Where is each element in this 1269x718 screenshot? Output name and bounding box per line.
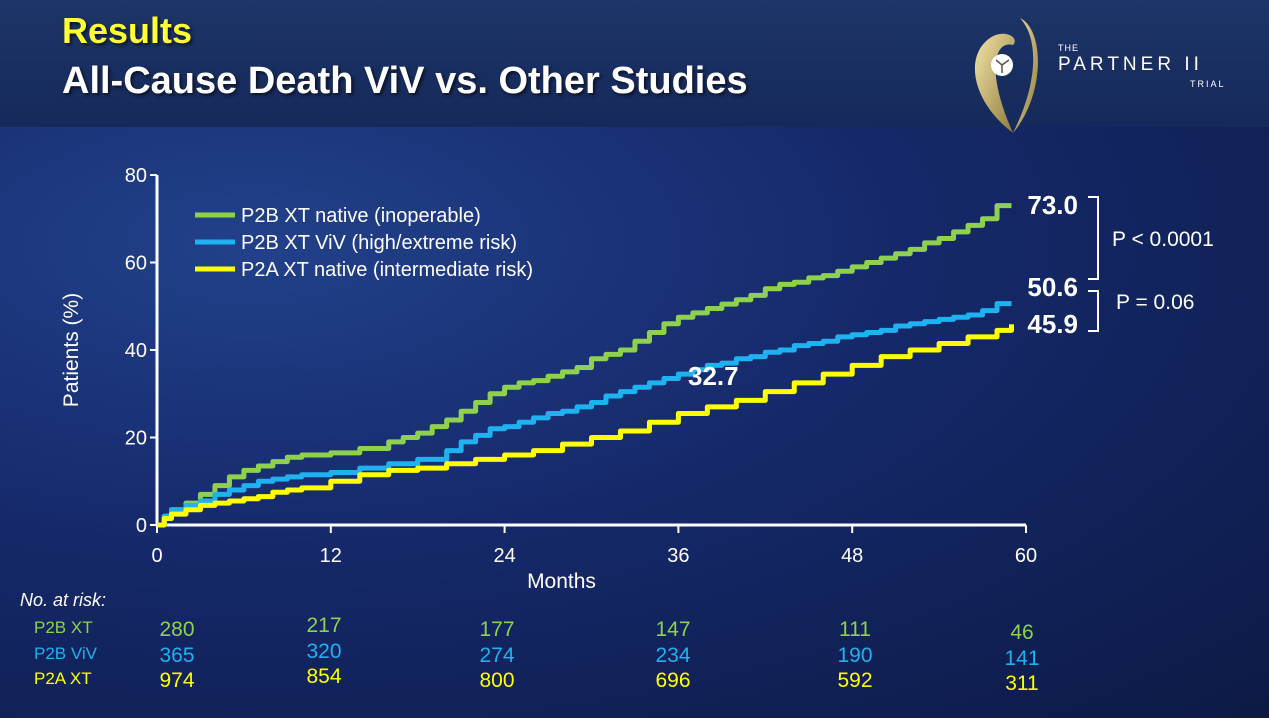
y-tick-label: 80 xyxy=(125,165,147,187)
risk-table-title: No. at risk: xyxy=(20,590,107,610)
y-tick-label: 60 xyxy=(125,253,147,275)
p-bracket-2 xyxy=(1088,290,1099,332)
risk-cell: 217 xyxy=(306,614,342,637)
annotation-value-4: 32.7 xyxy=(688,361,739,391)
risk-cell: 592 xyxy=(837,669,873,692)
risk-row-label: P2B ViV xyxy=(34,644,98,663)
series-line-2 xyxy=(157,301,1012,528)
y-tick-label: 40 xyxy=(125,340,147,362)
risk-cell: 696 xyxy=(655,669,691,692)
x-tick-label: 12 xyxy=(320,545,342,567)
body-band xyxy=(0,127,1269,718)
risk-cell: 177 xyxy=(479,618,515,641)
p-bracket-1 xyxy=(1088,196,1099,280)
risk-cell: 365 xyxy=(159,644,195,667)
risk-cell: 147 xyxy=(655,618,691,641)
x-axis-label: Months xyxy=(527,570,596,593)
y-tick-label: 20 xyxy=(125,428,147,450)
risk-cell: 974 xyxy=(159,669,195,692)
x-tick-label: 36 xyxy=(667,545,689,567)
series-line-1 xyxy=(157,203,1012,528)
p-value-1: P < 0.0001 xyxy=(1112,228,1214,251)
legend-label-1: P2B XT native (inoperable) xyxy=(241,205,481,227)
risk-row-label: P2A XT xyxy=(34,669,92,688)
p-value-2: P = 0.06 xyxy=(1116,291,1194,314)
series-line-3 xyxy=(157,324,1015,528)
x-tick-label: 0 xyxy=(151,545,162,567)
annotation-value-1: 73.0 xyxy=(1027,190,1078,220)
risk-cell: 274 xyxy=(479,644,515,667)
x-tick-label: 48 xyxy=(841,545,863,567)
logo-text-name: PARTNER II xyxy=(1058,54,1203,75)
risk-cell: 280 xyxy=(159,618,195,641)
legend-label-2: P2B XT ViV (high/extreme risk) xyxy=(241,232,517,254)
risk-cell: 800 xyxy=(479,669,515,692)
y-axis-label: Patients (%) xyxy=(60,293,83,407)
risk-cell: 111 xyxy=(839,618,871,641)
risk-cell: 311 xyxy=(1005,672,1039,695)
risk-cell: 234 xyxy=(655,644,691,667)
risk-cell: 141 xyxy=(1004,647,1040,670)
risk-cell: 190 xyxy=(837,644,873,667)
logo-text-the: THE xyxy=(1058,43,1079,53)
annotation-value-3: 45.9 xyxy=(1027,309,1078,339)
risk-row-label: P2B XT xyxy=(34,618,93,637)
logo-text-trial: TRIAL xyxy=(1190,79,1226,89)
legend-label-3: P2A XT native (intermediate risk) xyxy=(241,259,533,281)
risk-cell: 320 xyxy=(306,640,342,663)
x-tick-label: 60 xyxy=(1015,545,1037,567)
x-tick-label: 24 xyxy=(493,545,515,567)
slide-title: All-Cause Death ViV vs. Other Studies xyxy=(62,60,748,102)
risk-cell: 46 xyxy=(1010,621,1034,644)
annotation-value-2: 50.6 xyxy=(1027,272,1078,302)
slide-section-title: Results xyxy=(62,10,193,51)
risk-cell: 854 xyxy=(306,665,342,688)
header-band xyxy=(0,0,1269,127)
partner-heart-logo-icon xyxy=(974,18,1038,133)
y-tick-label: 0 xyxy=(136,515,147,537)
